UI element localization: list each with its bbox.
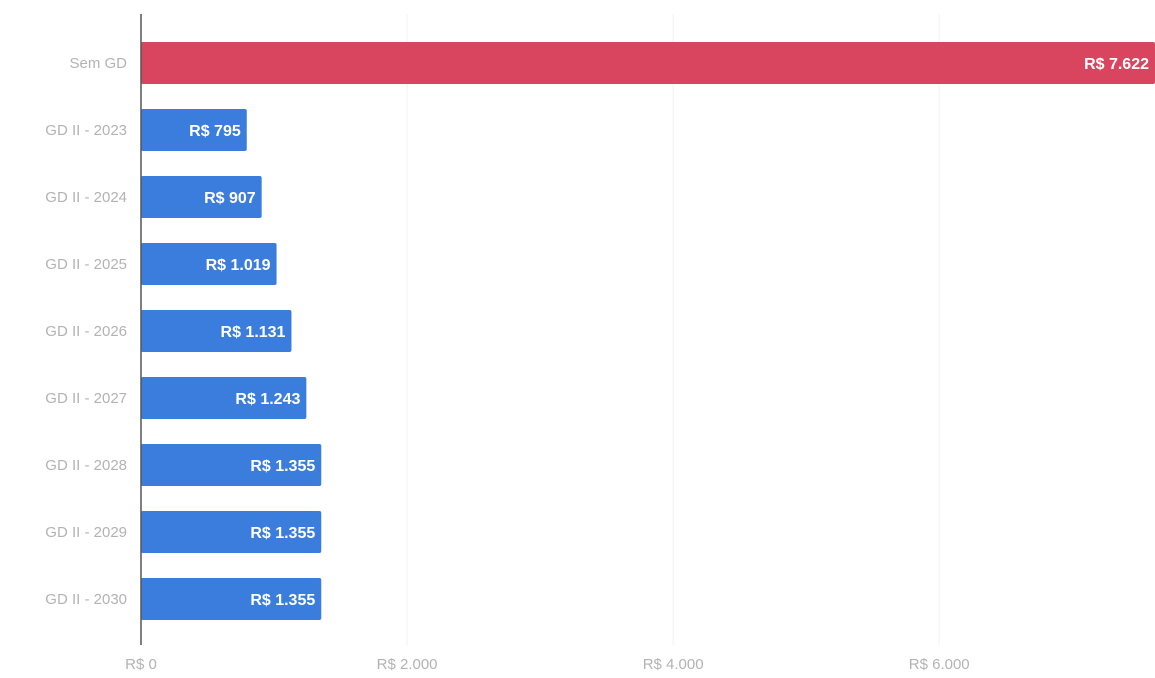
bar xyxy=(141,243,277,285)
bars xyxy=(141,42,1155,620)
data-label: R$ 1.131 xyxy=(221,324,286,341)
x-tick-label: R$ 2.000 xyxy=(377,656,438,673)
bar xyxy=(141,176,262,218)
category-label: GD II - 2029 xyxy=(45,524,127,541)
category-label: Sem GD xyxy=(69,55,127,72)
bar xyxy=(141,310,292,352)
labels: R$ 0 R$ 2.000 R$ 4.000 R$ 6.000 Sem GD R$ 7.6… xyxy=(45,55,1149,673)
category-label: GD II - 2024 xyxy=(45,189,127,206)
bar xyxy=(141,377,307,419)
x-tick-label: R$ 6.000 xyxy=(909,656,970,673)
data-label: R$ 1.019 xyxy=(206,257,271,274)
category-label: GD II - 2023 xyxy=(45,122,127,139)
bar xyxy=(141,42,1155,84)
bar xyxy=(141,109,247,151)
data-label: R$ 1.355 xyxy=(250,592,315,609)
data-label: R$ 7.622 xyxy=(1084,56,1149,73)
bar xyxy=(141,444,322,486)
bar xyxy=(141,578,322,620)
data-label: R$ 907 xyxy=(204,190,256,207)
data-label: R$ 1.355 xyxy=(250,525,315,542)
category-label: GD II - 2025 xyxy=(45,256,127,273)
category-label: GD II - 2027 xyxy=(45,390,127,407)
data-label: R$ 795 xyxy=(189,123,241,140)
x-tick-label: R$ 4.000 xyxy=(643,656,704,673)
bar xyxy=(141,511,322,553)
data-label: R$ 1.355 xyxy=(250,458,315,475)
x-tick-label: R$ 0 xyxy=(125,656,157,673)
data-label: R$ 1.243 xyxy=(235,391,300,408)
gridlines xyxy=(406,14,940,645)
category-label: GD II - 2028 xyxy=(45,457,127,474)
category-label: GD II - 2030 xyxy=(45,591,127,608)
category-label: GD II - 2026 xyxy=(45,323,127,340)
